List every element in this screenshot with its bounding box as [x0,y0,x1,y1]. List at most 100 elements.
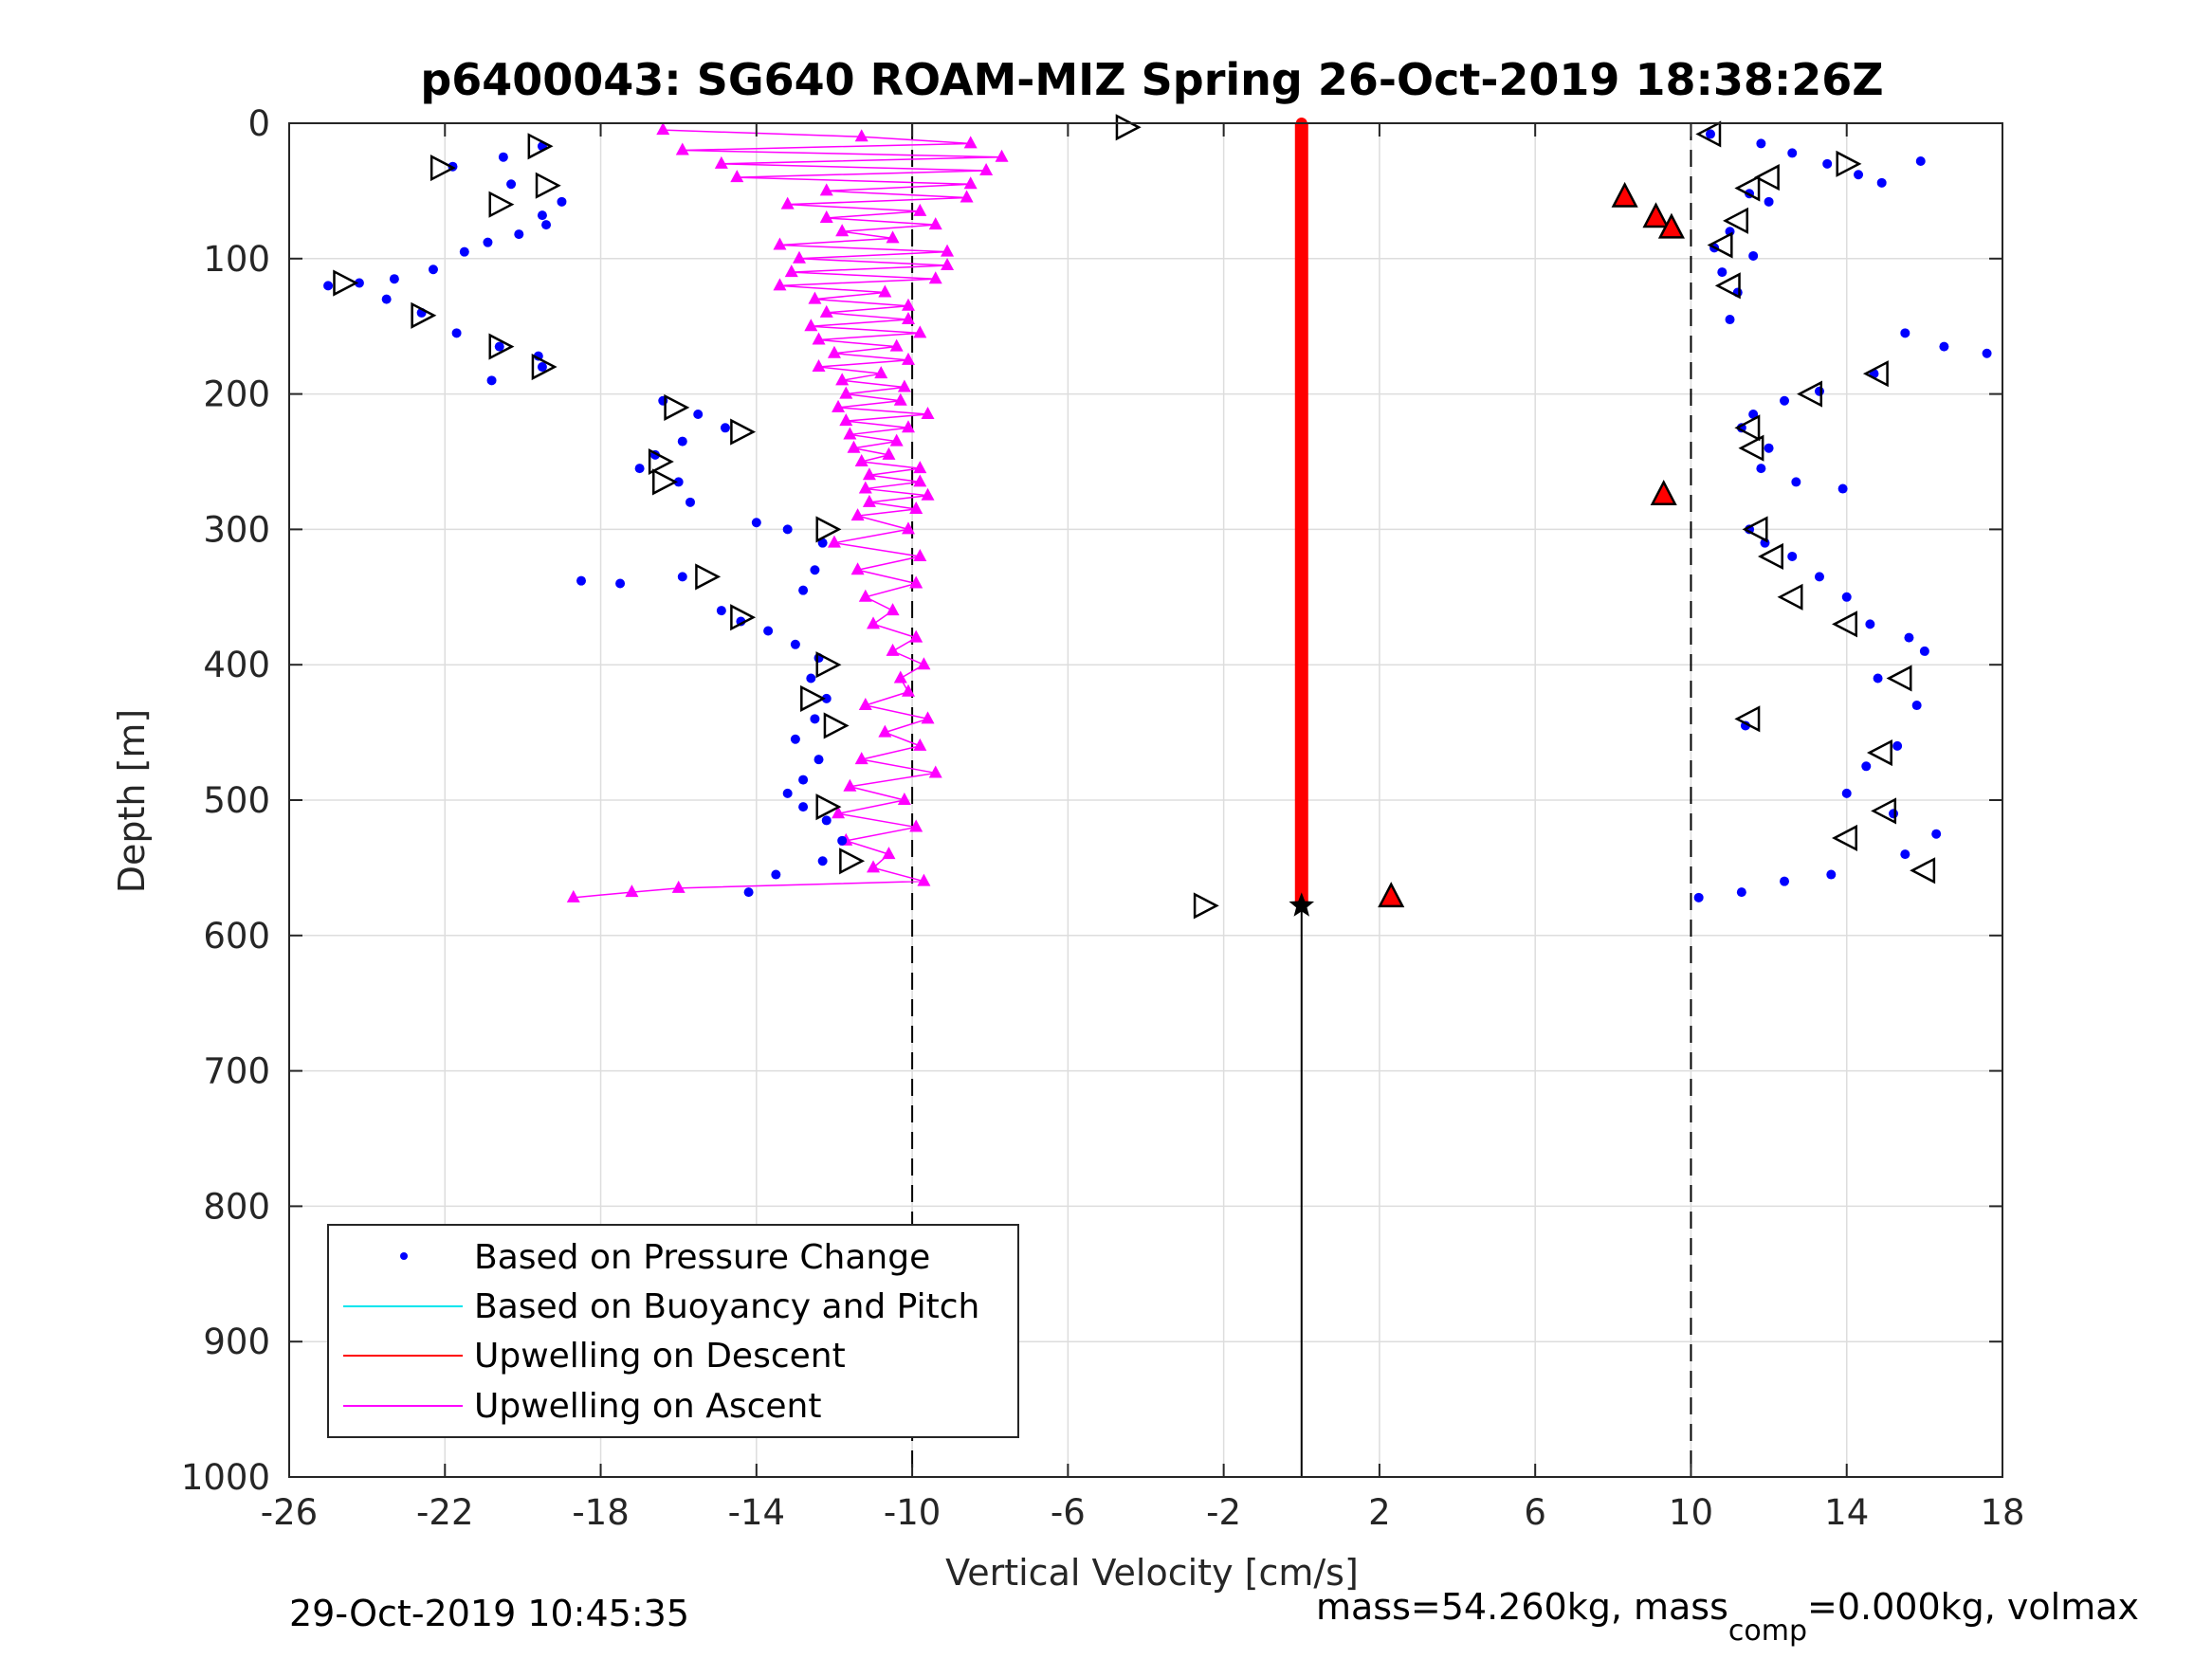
pressure-point-descent [821,815,832,826]
pressure-point-ascent [1756,464,1766,474]
pressure-point-ascent [1693,892,1704,902]
left-triangle-marker [1862,360,1889,388]
left-triangle-marker [1714,272,1741,300]
right-triangle-marker [488,191,515,218]
y-tick-label: 0 [247,103,270,144]
pressure-point-descent [537,210,547,221]
ascent-upwelling-point [893,670,907,684]
pressure-point-ascent [1900,328,1910,338]
ascent-upwelling-point [784,264,798,278]
ascent-upwelling-point [714,155,728,169]
ascent-upwelling-point [847,440,861,453]
right-triangle-marker [527,133,554,160]
left-triangle-marker [1707,231,1733,259]
ascent-upwelling-point [921,407,935,420]
pressure-point-descent [798,585,809,595]
ascent-upwelling-point [909,629,923,643]
right-triangle-marker [800,684,827,712]
ascent-upwelling-point [882,447,896,460]
ascent-upwelling-point [995,149,1009,162]
ascent-upwelling-point [850,508,865,521]
pressure-point-ascent [1764,443,1774,453]
right-triangle-marker [730,604,757,631]
left-triangle-marker [1910,857,1936,884]
pressure-point-ascent [1736,887,1746,898]
left-triangle-marker [1871,797,1897,825]
ascent-upwelling-point [886,230,900,244]
right-triangle-marker [839,848,866,875]
ascent-upwelling-point [960,190,974,203]
ascent-upwelling-point [792,250,806,264]
pressure-point-ascent [1982,348,1992,358]
pressure-point-ascent [1837,483,1848,494]
pressure-point-ascent [1854,170,1864,180]
right-triangle-marker [695,563,722,591]
right-triangle-marker [1836,150,1862,177]
pressure-point-ascent [1861,761,1872,772]
ascent-upwelling-point [827,345,841,358]
pressure-point-ascent [1873,673,1883,684]
pressure-point-ascent [1705,129,1715,139]
ascent-upwelling-point [913,738,927,751]
pressure-point-ascent [1780,395,1790,406]
right-triangle-marker [411,301,437,329]
pressure-point-ascent [1915,155,1926,166]
pressure-point-descent [798,802,809,812]
y-axis-label: Depth [m] [111,709,153,894]
pressure-point-descent [634,464,645,474]
left-triangle-marker [1832,611,1857,638]
legend-label-ascent: Upwelling on Ascent [474,1387,821,1426]
left-triangle-marker [1797,380,1823,408]
y-axis-ticks: 0 100 200 300 400 500 600 700 800 900 1000 [181,103,2002,1498]
pressure-point-descent [428,264,438,275]
ascent-upwelling-point [901,684,915,697]
ascent-upwelling-point [941,257,955,270]
pressure-point-descent [810,714,820,724]
ascent-upwelling-point [901,298,915,311]
left-triangle-marker [1777,583,1803,611]
left-triangle-marker [1866,738,1892,767]
pressure-point-descent [541,220,552,230]
right-triangle-marker [823,712,850,739]
footer-mass-info: mass=54.260kg, masscomp=0.000kg, volmax [1316,1586,2139,1648]
ascent-upwelling-point [656,122,670,136]
pressure-point-ascent [1841,788,1852,798]
legend-label-descent: Upwelling on Descent [474,1337,846,1376]
footer-mass-subscript: comp [1728,1614,1807,1648]
pressure-point-ascent [1904,632,1914,643]
right-triangle-marker [333,269,359,297]
ascent-upwelling-point [566,889,580,902]
ascent-upwelling-point [928,271,942,284]
pressure-point-ascent [1919,646,1929,656]
ascent-upwelling-point [963,136,978,149]
ascent-upwelling-point [862,467,876,481]
y-tick-label: 900 [203,1322,270,1362]
pressure-point-ascent [1876,177,1887,188]
ascent-upwelling-point [963,176,978,190]
left-triangle-marker [1723,207,1748,234]
left-triangle-marker [1753,164,1780,191]
ascent-upwelling-point [921,487,935,501]
ascent-upwelling-point [941,244,955,257]
right-triangle-marker [535,172,561,199]
pressure-point-descent [451,328,462,338]
pressure-point-descent [686,497,696,507]
x-tick-label: 10 [1669,1492,1713,1533]
red-triangle-marker [1657,212,1685,239]
pressure-point-descent [576,575,587,586]
x-tick-label: 6 [1524,1492,1546,1533]
chart-title: p6400043: SG640 ROAM-MIZ Spring 26-Oct-2… [420,54,1883,105]
ascent-upwelling-point [827,535,841,548]
pressure-point-ascent [1748,250,1759,261]
pressure-point-ascent [1865,619,1875,629]
right-triangle-marker [430,155,456,182]
ascent-upwelling-point [886,603,900,616]
ascent-upwelling-point [913,461,927,474]
right-triangle-marker [1193,892,1219,920]
ascent-upwelling-point [804,319,818,332]
ascent-upwelling-point [909,575,923,589]
x-tick-label: -2 [1206,1492,1241,1533]
pressure-point-ascent [1725,315,1735,325]
descent-upwelling-point [1295,794,1307,806]
descent-upwelling-point [1295,252,1307,264]
